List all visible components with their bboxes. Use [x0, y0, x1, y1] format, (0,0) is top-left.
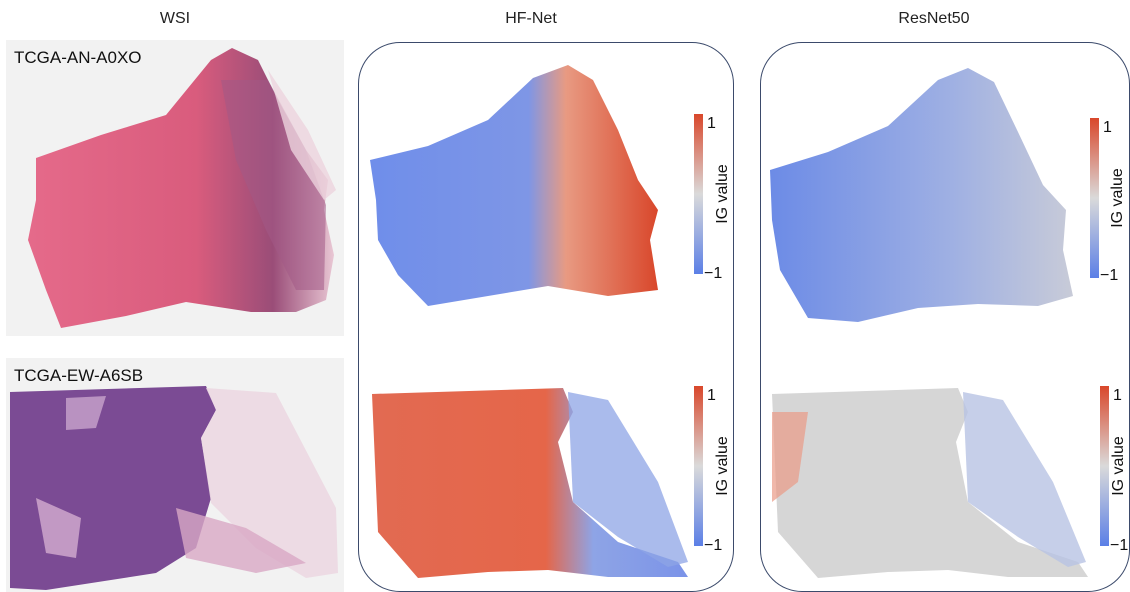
sample-label-1: TCGA-AN-A0XO: [14, 48, 142, 67]
colorbar-max-label: 1: [707, 387, 716, 404]
heatmap-tissue: [772, 388, 1088, 578]
colorbar-axis-label: IG value: [1110, 436, 1127, 496]
sample-label-2: TCGA-EW-A6SB: [14, 366, 144, 385]
heatmap-tissue: [370, 65, 658, 306]
colorbar-axis-label: IG value: [1109, 168, 1126, 228]
wsi-image-2: [6, 358, 344, 592]
resnet50-heatmap-1: [770, 68, 1073, 322]
heatmap-tissue: [770, 68, 1073, 322]
colorbar-min-label: −1: [704, 537, 722, 554]
colorbar-gradient: [1100, 386, 1109, 546]
column-title-wsi: WSI: [159, 10, 191, 27]
colorbar-axis-label: IG value: [714, 436, 731, 496]
colorbar-max-label: 1: [1103, 119, 1112, 136]
colorbar-min-label: −1: [1110, 537, 1128, 554]
resnet50-heatmap-2: [772, 388, 1088, 578]
colorbar-min-label: −1: [1100, 267, 1118, 284]
colorbar-hfnet-1: 1 −1 IG value: [694, 114, 731, 282]
colorbar-resnet50-1: 1 −1 IG value: [1090, 118, 1126, 284]
colorbar-min-label: −1: [704, 265, 722, 282]
hfnet-heatmap-1: [370, 65, 658, 306]
colorbar-gradient: [694, 386, 703, 546]
column-title-resnet50: ResNet50: [898, 10, 970, 27]
wsi-image-1: [6, 40, 344, 336]
colorbar-resnet50-2: 1 −1 IG value: [1100, 386, 1128, 554]
hfnet-heatmap-2: [372, 388, 688, 578]
colorbar-hfnet-2: 1 −1 IG value: [694, 386, 731, 554]
column-title-hfnet: HF-Net: [505, 10, 557, 27]
colorbar-max-label: 1: [707, 115, 716, 132]
colorbar-gradient: [1090, 118, 1099, 278]
colorbar-axis-label: IG value: [714, 164, 731, 224]
heatmap-tissue: [372, 388, 688, 578]
colorbar-max-label: 1: [1113, 387, 1122, 404]
colorbar-gradient: [694, 114, 703, 274]
